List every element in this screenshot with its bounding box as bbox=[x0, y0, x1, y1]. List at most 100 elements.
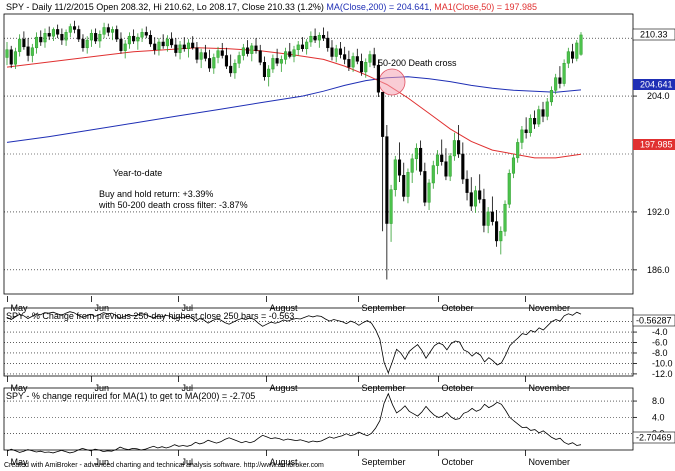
pct-from-high-last-marker: -0.56287 bbox=[632, 314, 675, 327]
candle-up bbox=[89, 33, 93, 41]
pct-to-ma200-tick-label: 4.0 bbox=[652, 412, 665, 422]
candle-down bbox=[558, 77, 562, 84]
candle-down bbox=[321, 34, 326, 39]
candle-up bbox=[448, 155, 452, 177]
candle-down bbox=[423, 171, 427, 203]
candle-down bbox=[440, 154, 444, 162]
candle-up bbox=[334, 48, 338, 57]
candle-down bbox=[376, 64, 380, 93]
candle-up bbox=[499, 230, 503, 242]
candle-up bbox=[123, 43, 127, 51]
candle-down bbox=[347, 59, 351, 68]
candle-down bbox=[343, 54, 347, 60]
candle-up bbox=[579, 34, 583, 55]
candle-up bbox=[136, 36, 140, 42]
candle-down bbox=[469, 192, 473, 207]
candle-up bbox=[233, 62, 237, 74]
candle-up bbox=[237, 55, 241, 64]
candle-down bbox=[541, 109, 545, 117]
candle-up bbox=[368, 54, 372, 63]
candle-up bbox=[199, 52, 203, 60]
ma200-path bbox=[6, 76, 582, 143]
candle-up bbox=[178, 44, 182, 53]
candle-down bbox=[77, 29, 81, 40]
pct-from-high-last-value: -0.56287 bbox=[636, 316, 672, 326]
candle-up bbox=[528, 118, 532, 134]
candle-up bbox=[127, 35, 131, 45]
candle-down bbox=[482, 199, 486, 226]
candle-down bbox=[208, 58, 212, 69]
candle-up bbox=[452, 140, 456, 157]
candle-up bbox=[537, 109, 541, 125]
candle-down bbox=[330, 47, 334, 57]
candle-down bbox=[203, 52, 207, 59]
candle-down bbox=[402, 174, 406, 197]
candle-up bbox=[566, 51, 570, 64]
candle-up bbox=[43, 33, 47, 43]
candle-down bbox=[381, 91, 385, 137]
candle-down bbox=[115, 29, 119, 40]
ma50-marker: 197.985 bbox=[633, 139, 675, 150]
candle-down bbox=[288, 51, 292, 57]
buy-hold-label: Buy and hold return: +3.39% bbox=[99, 189, 213, 199]
candle-up bbox=[305, 41, 309, 50]
candle-down bbox=[72, 26, 77, 30]
candle-up bbox=[431, 165, 435, 184]
candle-up bbox=[216, 50, 220, 58]
pct-to-ma200-path bbox=[6, 392, 582, 454]
candle-down bbox=[461, 153, 465, 180]
filter-label: with 50-200 death cross filter: -3.87% bbox=[98, 200, 248, 210]
candle-down bbox=[355, 56, 359, 62]
candle-down bbox=[148, 34, 153, 45]
candle-down bbox=[326, 37, 330, 49]
pct-to-ma200-panel: 8.04.00.0 MayJunJulAugustSeptemberOctobe… bbox=[3, 387, 675, 467]
candle-up bbox=[554, 77, 558, 91]
candle-down bbox=[56, 29, 60, 35]
candle-down bbox=[338, 48, 342, 55]
candle-up bbox=[410, 158, 414, 173]
candle-up bbox=[351, 56, 355, 68]
pct-from-high-path bbox=[6, 311, 582, 375]
candle-down bbox=[119, 38, 123, 51]
candle-down bbox=[174, 44, 178, 53]
death-cross-label: 50-200 Death cross bbox=[378, 58, 457, 68]
candle-down bbox=[191, 42, 195, 49]
candle-up bbox=[364, 62, 368, 73]
pct-from-high-tick-label: -6.0 bbox=[652, 338, 668, 348]
pct-to-ma200-line bbox=[6, 392, 582, 454]
candle-up bbox=[13, 51, 17, 65]
candle-up bbox=[34, 36, 39, 49]
pct-to-ma200-month-label: Jul bbox=[182, 457, 194, 467]
candle-up bbox=[241, 47, 245, 56]
candle-up bbox=[18, 38, 22, 52]
pct-to-ma200-frame bbox=[3, 387, 634, 451]
candle-up bbox=[51, 29, 55, 37]
pct-to-ma200-month-label: November bbox=[529, 457, 571, 467]
candle-up bbox=[427, 182, 431, 203]
pct-from-high-tick-label: -4.0 bbox=[652, 327, 668, 337]
candle-up bbox=[473, 190, 478, 207]
candle-down bbox=[313, 35, 317, 41]
candle-up bbox=[284, 51, 288, 60]
last-close-value: 210.33 bbox=[640, 30, 668, 40]
candle-up bbox=[575, 42, 579, 59]
candle-down bbox=[229, 65, 233, 74]
candle-down bbox=[495, 221, 499, 242]
candle-down bbox=[60, 34, 64, 41]
candle-down bbox=[262, 62, 267, 78]
candle-down bbox=[524, 129, 528, 134]
candle-up bbox=[516, 142, 520, 159]
candle-down bbox=[419, 147, 423, 172]
ytd-label: Year-to-date bbox=[113, 168, 162, 178]
pct-to-ma200-last-marker: -2.70469 bbox=[632, 431, 675, 444]
candle-up bbox=[267, 68, 271, 78]
pct-from-high-tick-label: -8.0 bbox=[652, 348, 668, 358]
pct-to-ma200-last-value: -2.70469 bbox=[636, 433, 672, 443]
pct-to-ma200-month-label: Jun bbox=[95, 457, 110, 467]
candle-down bbox=[372, 54, 376, 66]
candle-down bbox=[94, 33, 98, 42]
price-panel-title: SPY - Daily 11/2/2015 Open 208.32, Hi 21… bbox=[6, 2, 537, 12]
pct-to-ma200-x-labels: May Jun Jul August September October November bbox=[7, 450, 571, 467]
